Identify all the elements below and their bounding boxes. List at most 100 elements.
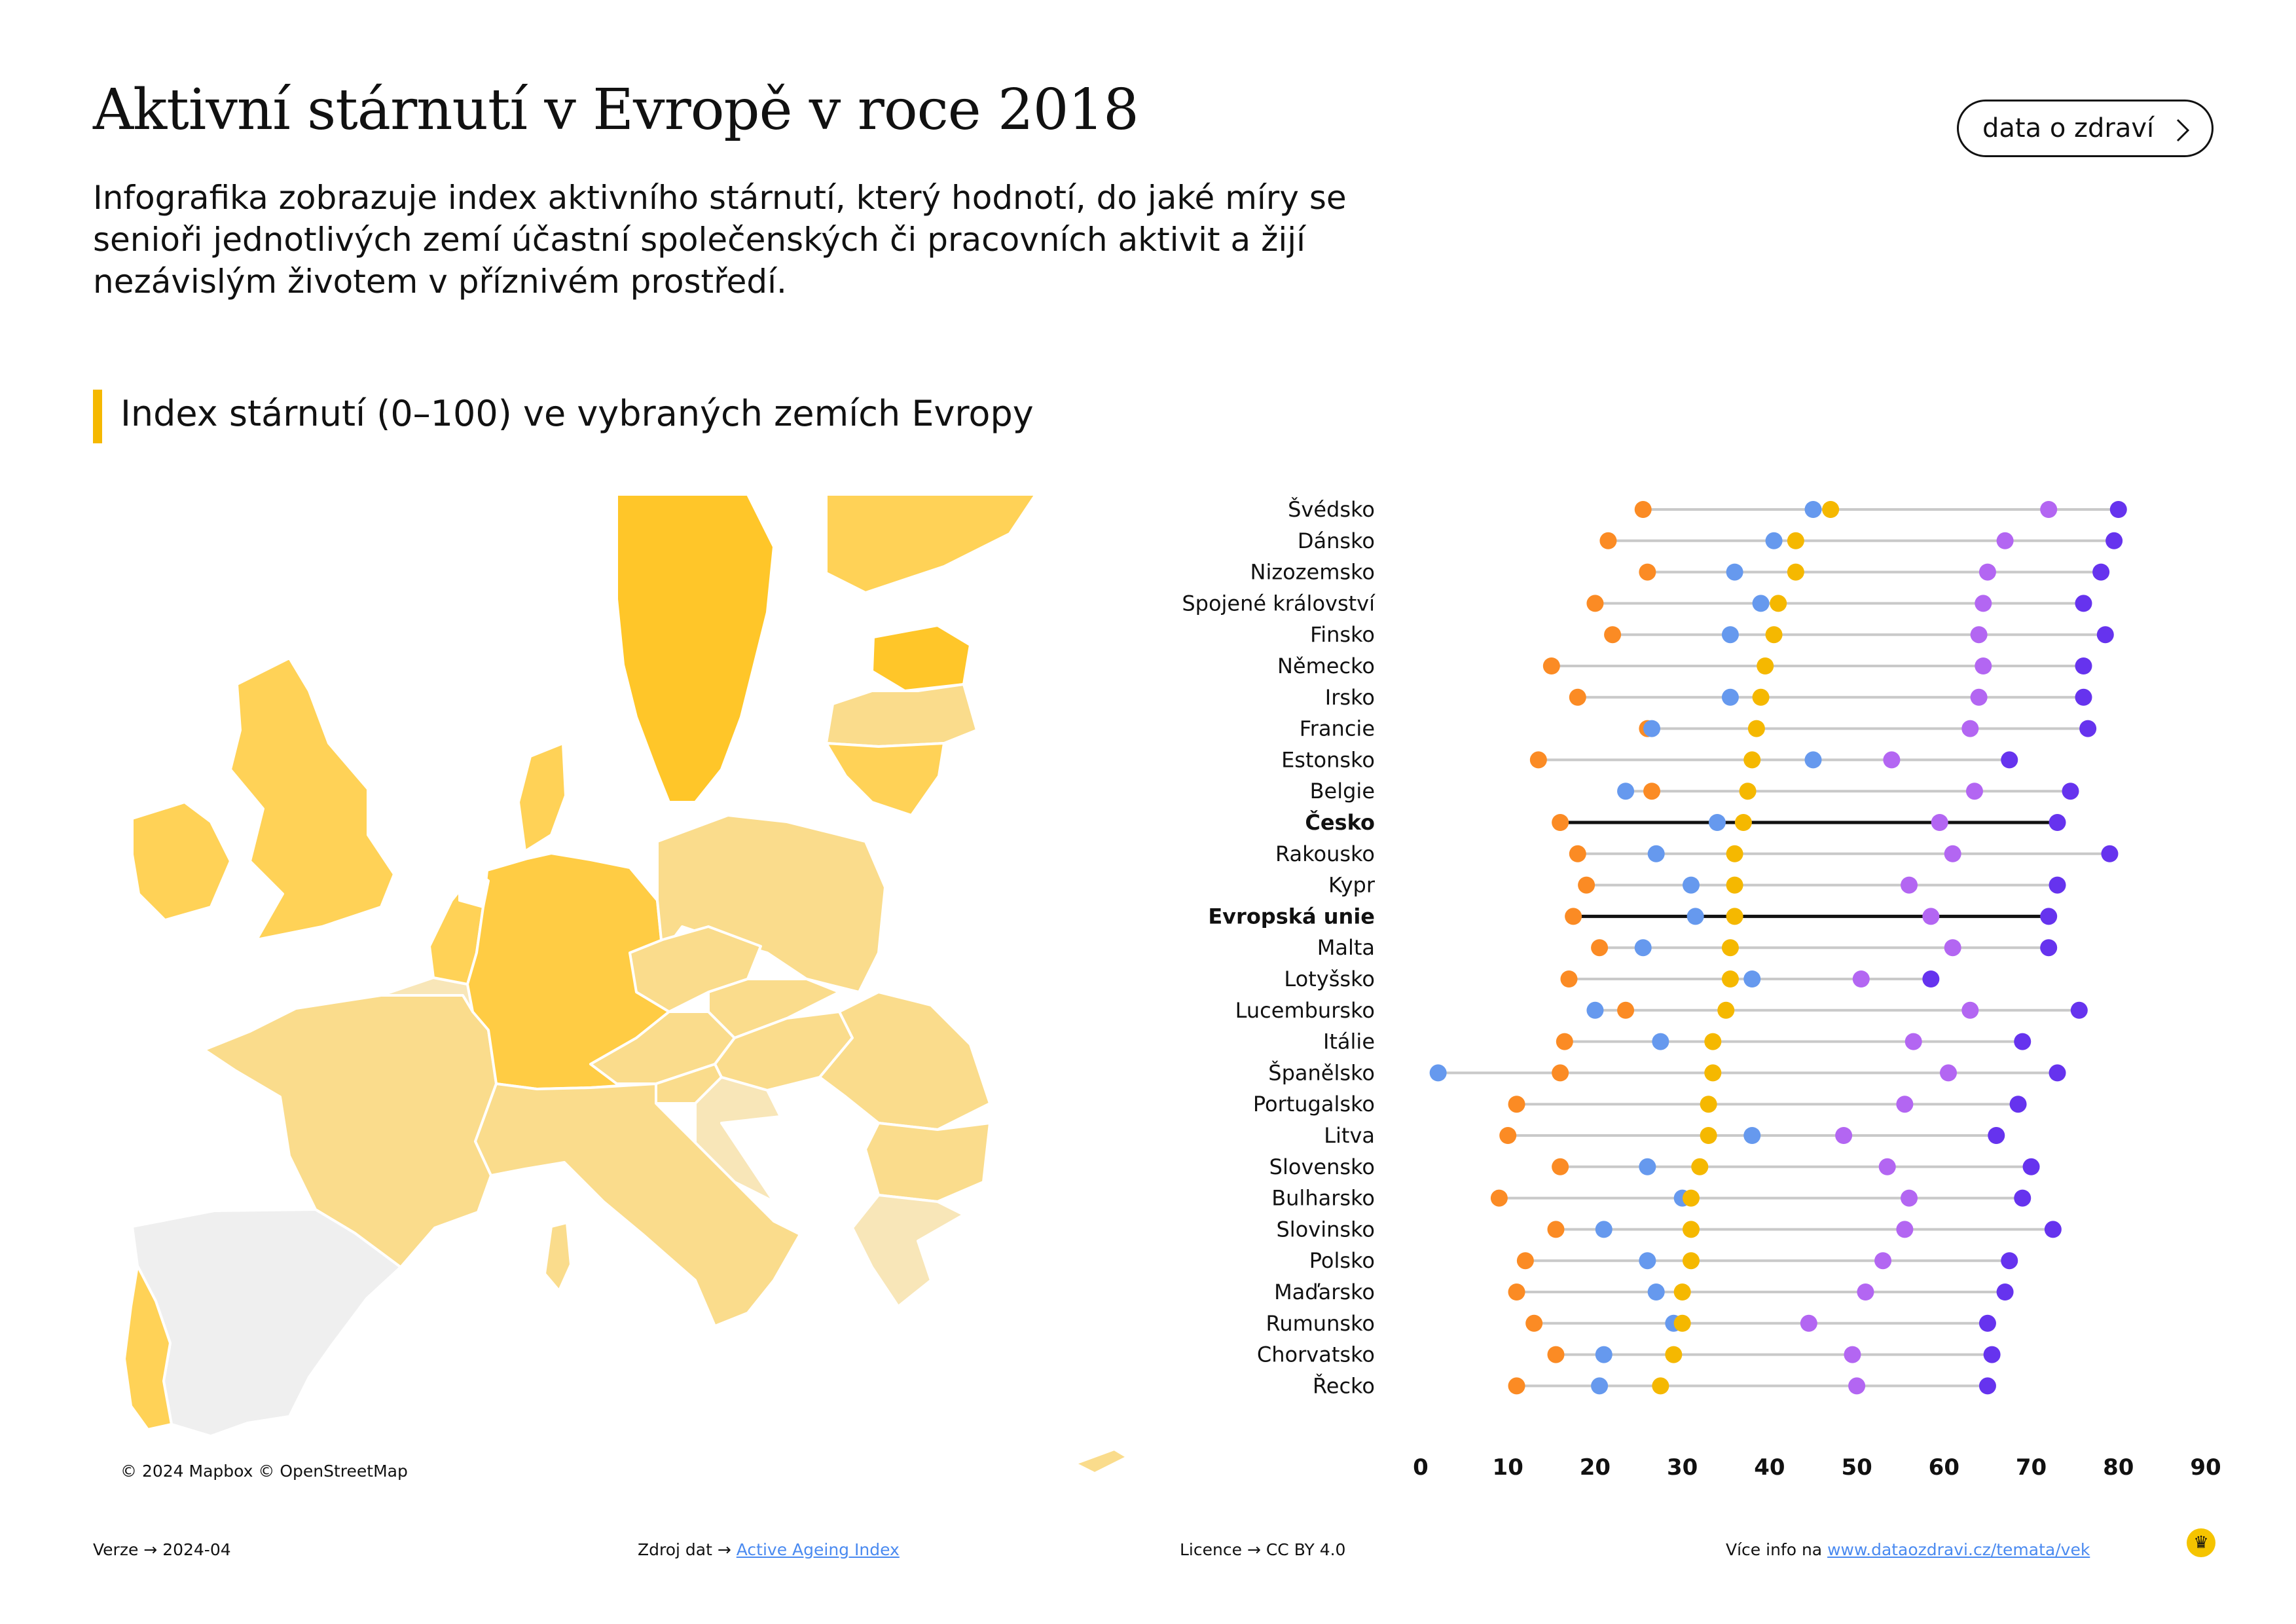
data-point: [1691, 1158, 1709, 1175]
data-point: [1944, 845, 1961, 862]
map-country-romania[interactable]: [818, 991, 991, 1131]
x-tick-label: 80: [2103, 1454, 2134, 1481]
data-point: [1726, 908, 1743, 925]
data-point: [1747, 720, 1765, 737]
data-point: [1639, 1158, 1656, 1175]
section-accent-bar: [93, 390, 102, 443]
row-label: Nizozemsko: [1250, 560, 1376, 585]
ageing-index-chart: Švédsko Dánsko Nizozemsko Spojené královstv…: [1139, 485, 2252, 1506]
data-point: [1721, 939, 1739, 957]
row-label: Spojené království: [1182, 591, 1376, 616]
map-country-italy[interactable]: [474, 1082, 801, 1327]
row-label: Finsko: [1310, 622, 1375, 647]
data-point: [1743, 751, 1761, 769]
data-point: [2062, 783, 2079, 800]
data-point: [1639, 563, 1656, 581]
data-point: [1634, 939, 1652, 957]
data-point: [1852, 970, 1870, 987]
map-country-sardinia[interactable]: [543, 1221, 572, 1292]
data-point: [1721, 688, 1739, 706]
row-label: Francie: [1300, 716, 1375, 741]
data-point: [2075, 595, 2092, 612]
map-country-sweden[interactable]: [615, 493, 775, 803]
data-point: [1595, 1221, 1613, 1238]
map-country-portugal[interactable]: [123, 1264, 173, 1431]
data-point: [1516, 1252, 1534, 1270]
row-label: Slovinsko: [1276, 1217, 1375, 1242]
map-country-bulgaria[interactable]: [864, 1122, 991, 1203]
data-point: [1822, 501, 1840, 518]
footer-license-label: Licence: [1180, 1540, 1242, 1559]
row-label: Dánsko: [1298, 528, 1375, 553]
row-label: Španělsko: [1268, 1060, 1375, 1085]
data-point: [1686, 908, 1704, 925]
data-point: [1578, 876, 1595, 894]
footer-source-link[interactable]: Active Ageing Index: [736, 1540, 900, 1559]
footer-more-info: Více info na www.dataozdravi.cz/temata/v…: [1726, 1540, 2090, 1559]
row-label: Česko: [1305, 809, 1375, 835]
row-label: Rakousko: [1275, 841, 1375, 866]
map-country-spain[interactable]: [131, 1208, 402, 1437]
data-point: [1499, 1127, 1517, 1144]
data-point: [1508, 1096, 1525, 1113]
map-country-ireland[interactable]: [131, 801, 232, 921]
health-data-button[interactable]: data o zdraví: [1957, 100, 2214, 157]
data-point: [2070, 1001, 2088, 1019]
data-point: [1586, 595, 1604, 612]
data-point: [2040, 501, 2058, 518]
row-label: Litva: [1324, 1123, 1375, 1148]
data-point: [1617, 1001, 1635, 1019]
data-point: [1721, 626, 1739, 644]
data-point: [1939, 1064, 1957, 1082]
row-label: Maďarsko: [1274, 1280, 1375, 1304]
data-point: [1682, 876, 1700, 894]
row-label: Řecko: [1313, 1373, 1375, 1398]
map-country-slovakia[interactable]: [707, 978, 841, 1039]
data-point: [1996, 1283, 2014, 1301]
data-point: [1896, 1221, 1914, 1238]
row-label: Portugalsko: [1253, 1092, 1375, 1116]
data-point: [1965, 783, 1983, 800]
x-tick-label: 20: [1580, 1454, 1611, 1481]
data-point: [1787, 563, 1804, 581]
map-country-latvia[interactable]: [825, 683, 978, 748]
data-point: [2049, 1064, 2066, 1082]
dot-range-chart: Švédsko Dánsko Nizozemsko Spojené královstv…: [1182, 496, 2221, 1481]
data-point: [1604, 626, 1622, 644]
map-country-cyprus[interactable]: [1074, 1448, 1129, 1475]
data-point: [1961, 1001, 1979, 1019]
data-point: [1800, 1314, 1817, 1332]
map-country-greece[interactable]: [851, 1194, 965, 1308]
data-point: [1996, 532, 2014, 549]
data-point: [1643, 720, 1661, 737]
data-point: [1901, 876, 1918, 894]
data-point: [1569, 845, 1586, 862]
row-label: Lucembursko: [1235, 998, 1375, 1023]
footer-more-link[interactable]: www.dataozdravi.cz/temata/vek: [1827, 1540, 2090, 1559]
data-point: [1673, 1314, 1691, 1332]
data-point: [1556, 1033, 1573, 1050]
data-point: [1508, 1283, 1525, 1301]
data-point: [1844, 1346, 1861, 1363]
map-country-denmark[interactable]: [517, 742, 567, 853]
map-country-uk[interactable]: [229, 657, 395, 941]
chevron-right-icon: [2176, 119, 2190, 142]
data-point: [1743, 970, 1761, 987]
row-label: Belgie: [1310, 779, 1375, 803]
data-point: [2092, 563, 2110, 581]
row-label: Lotyšsko: [1284, 967, 1375, 991]
data-point: [1757, 657, 1774, 674]
data-point: [1765, 532, 1783, 549]
europe-map[interactable]: [93, 493, 1140, 1490]
x-tick-label: 50: [1841, 1454, 1872, 1481]
data-point: [1552, 814, 1569, 831]
map-country-finland[interactable]: [825, 493, 1037, 594]
data-point: [1726, 876, 1743, 894]
map-country-estonia[interactable]: [871, 624, 972, 692]
footer-version: Verze → 2024-04: [93, 1540, 231, 1559]
row-label: Malta: [1317, 935, 1375, 960]
data-point: [1770, 595, 1787, 612]
data-point: [1591, 939, 1609, 957]
data-point: [1804, 501, 1822, 518]
map-country-lithuania[interactable]: [825, 742, 945, 817]
